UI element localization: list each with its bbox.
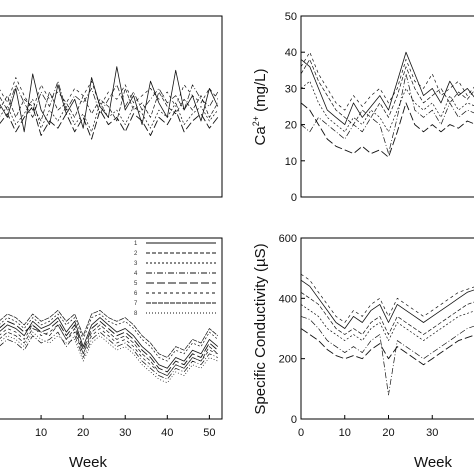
x-tick-label: 0 <box>298 427 304 439</box>
legend-entry-label: 1 <box>134 241 138 247</box>
series-line <box>0 80 219 118</box>
y-tick-label: 40 <box>285 47 297 59</box>
series-line <box>0 98 219 133</box>
legend-entry-label: 6 <box>134 291 138 297</box>
y-tick-label: 20 <box>285 120 297 132</box>
legend-entry-label: 7 <box>134 301 138 307</box>
x-axis-label: Week <box>414 454 453 471</box>
x-tick-label: 50 <box>203 427 215 439</box>
series-line <box>300 51 474 111</box>
plot-frame <box>300 15 474 198</box>
series-line <box>0 106 219 140</box>
series-line <box>300 316 474 396</box>
x-tick-label: 40 <box>161 427 173 439</box>
series-line <box>300 328 474 366</box>
series-line <box>0 324 219 376</box>
series-line <box>300 273 474 323</box>
panel-bottom-right: Specific Conductivity (µS) Week 02004006… <box>252 233 474 471</box>
plot-frame <box>0 15 223 198</box>
series-line <box>0 77 219 111</box>
y-tick-label: 200 <box>279 354 297 366</box>
y-tick-label: 30 <box>285 83 297 95</box>
x-tick-label: 10 <box>35 427 47 439</box>
y-axis-label: Ca2+ (mg/L) <box>251 69 269 146</box>
y-axis-label: Specific Conductivity (µS) <box>252 243 269 414</box>
x-axis-label: Week <box>69 454 108 471</box>
y-tick-label: 600 <box>279 233 297 245</box>
legend-entry-label: 4 <box>134 271 138 277</box>
y-tick-label: 400 <box>279 293 297 305</box>
series-line <box>0 324 218 376</box>
y-tick-label: 50 <box>285 11 297 23</box>
series-line <box>0 313 219 362</box>
series-line <box>300 292 474 335</box>
y-tick-label: 10 <box>285 156 297 168</box>
series-line <box>0 88 219 122</box>
panel-top-right: Ca2+ (mg/L) 0 10 20 30 40 50 <box>251 11 474 204</box>
legend-entry-label: 5 <box>134 281 138 287</box>
y-tick-label: 0 <box>291 192 297 204</box>
series-line <box>0 320 219 373</box>
legend-entry-label: 8 <box>134 311 138 317</box>
series-line <box>0 331 218 384</box>
legend-entry-label: 3 <box>134 261 138 267</box>
legend-entry-label: 2 <box>134 251 138 257</box>
series-line <box>0 310 219 358</box>
series-line <box>0 317 219 369</box>
plot-frame <box>0 237 223 420</box>
series-line <box>0 331 218 380</box>
series-line <box>300 279 474 329</box>
series-line <box>300 73 474 154</box>
panel-bottom-left: Week 10 20 30 40 50 1 2 3 4 5 6 7 8 <box>0 237 223 471</box>
panel-top-left <box>0 15 223 198</box>
x-tick-label: 30 <box>119 427 131 439</box>
x-tick-label: 30 <box>426 427 438 439</box>
series-line <box>300 102 474 158</box>
series-line <box>300 304 474 341</box>
x-tick-label: 20 <box>382 427 394 439</box>
series-line <box>300 51 474 125</box>
series-line <box>300 59 474 125</box>
plot-frame <box>300 237 474 420</box>
y-tick-label: 0 <box>291 414 297 426</box>
x-tick-label: 10 <box>339 427 351 439</box>
x-tick-label: 20 <box>77 427 89 439</box>
legend: 1 2 3 4 5 6 7 8 <box>134 241 216 317</box>
